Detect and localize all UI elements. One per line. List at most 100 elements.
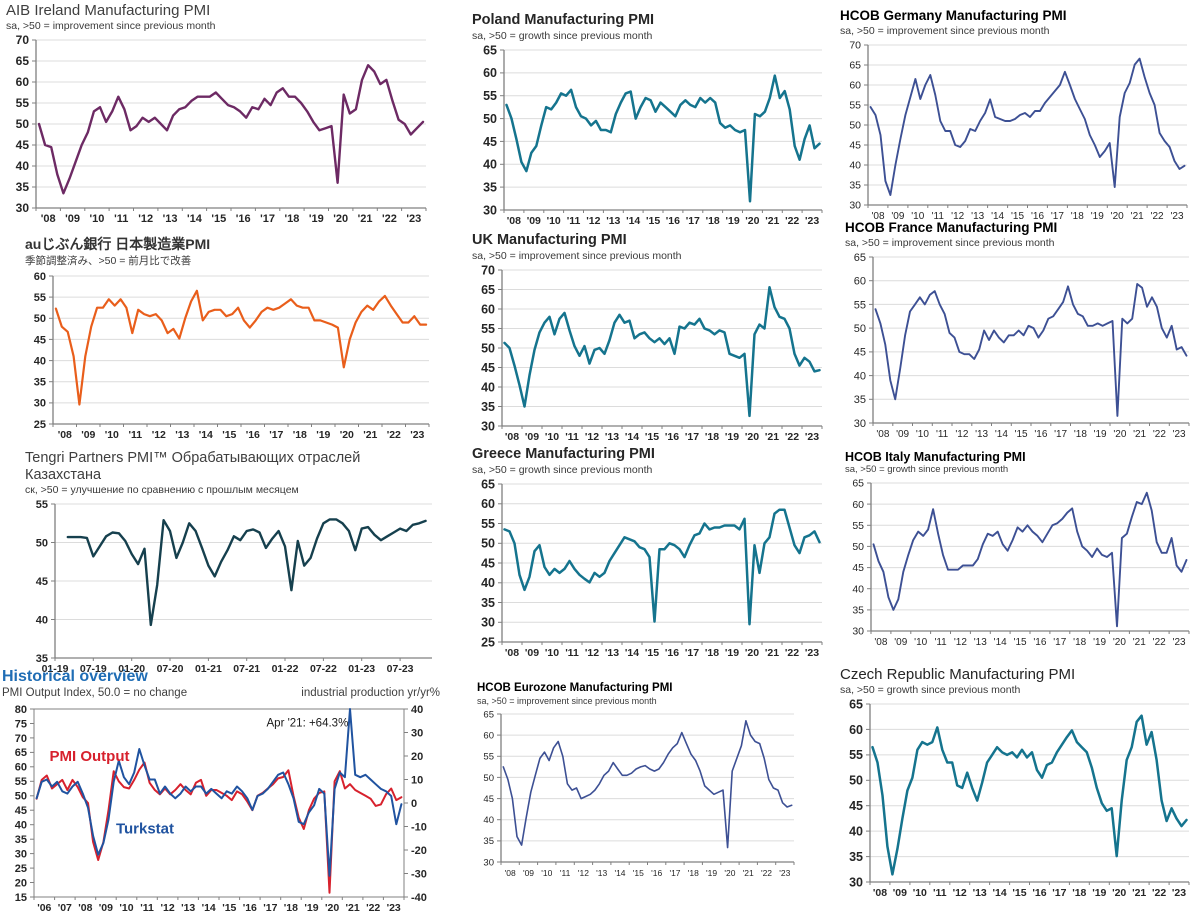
svg-text:40: 40 xyxy=(854,370,866,382)
svg-text:'19: '19 xyxy=(1093,637,1106,648)
svg-text:25: 25 xyxy=(15,863,27,875)
svg-text:'23: '23 xyxy=(406,213,421,225)
svg-text:'17: '17 xyxy=(1054,429,1067,440)
svg-text:60: 60 xyxy=(483,66,497,80)
czech-plot: 30 35 40 45 50 55 60 65 '08 '09 '10 '11 '12 '13 '14 '15… xyxy=(840,698,1197,900)
svg-text:01-20: 01-20 xyxy=(118,663,145,675)
svg-text:45: 45 xyxy=(849,799,863,813)
svg-text:'21: '21 xyxy=(1132,887,1146,899)
greece-plot-svg: 25 30 35 40 45 50 55 60 65 '08 '09 '10 '11 '12 '13 '14 '… xyxy=(481,478,823,659)
svg-text:30: 30 xyxy=(411,728,423,740)
svg-text:'13: '13 xyxy=(971,211,984,222)
svg-text:'11: '11 xyxy=(936,429,949,440)
chart-poland: Poland Manufacturing PMI sa, >50 = growt… xyxy=(472,12,830,228)
chart-title-japan: auじぶん銀行 日本製造業PMI xyxy=(25,236,211,252)
svg-text:'08: '08 xyxy=(41,213,56,225)
svg-text:45: 45 xyxy=(481,556,495,570)
svg-text:'13: '13 xyxy=(606,215,620,227)
svg-text:35: 35 xyxy=(481,596,495,610)
svg-text:'21: '21 xyxy=(363,429,377,441)
svg-text:'13: '13 xyxy=(596,868,607,878)
svg-text:60: 60 xyxy=(481,302,495,316)
france-plot: 30 35 40 45 50 55 60 65 '08 '09 '10 '11 '12 '13 '14 '15… xyxy=(845,251,1197,441)
svg-text:'15: '15 xyxy=(1011,211,1024,222)
svg-text:PMI Output: PMI Output xyxy=(50,748,130,765)
svg-text:07-22: 07-22 xyxy=(310,663,337,675)
svg-text:'11: '11 xyxy=(560,868,571,878)
svg-text:55: 55 xyxy=(483,752,494,763)
svg-text:30: 30 xyxy=(34,398,46,410)
svg-text:'09: '09 xyxy=(99,902,113,914)
svg-text:'15: '15 xyxy=(633,868,644,878)
svg-text:70: 70 xyxy=(481,264,495,277)
svg-text:'22: '22 xyxy=(761,868,772,878)
svg-text:65: 65 xyxy=(854,251,866,263)
svg-text:'16: '16 xyxy=(243,902,257,914)
svg-text:'07: '07 xyxy=(58,902,72,914)
svg-text:'23: '23 xyxy=(805,431,819,443)
svg-text:'22: '22 xyxy=(785,647,799,659)
svg-text:60: 60 xyxy=(483,731,494,742)
svg-text:'18: '18 xyxy=(1072,887,1086,899)
svg-text:30: 30 xyxy=(483,203,497,217)
svg-text:'16: '16 xyxy=(1031,211,1044,222)
svg-text:'12: '12 xyxy=(954,637,967,648)
svg-text:0: 0 xyxy=(411,798,417,810)
svg-text:'21: '21 xyxy=(1133,637,1146,648)
svg-text:'15: '15 xyxy=(1012,887,1026,899)
svg-text:'08: '08 xyxy=(78,902,92,914)
svg-text:55: 55 xyxy=(36,499,48,511)
svg-text:01-23: 01-23 xyxy=(348,663,375,675)
svg-text:55: 55 xyxy=(849,99,861,111)
svg-text:45: 45 xyxy=(481,361,495,375)
japan-plot-svg: 25 30 35 40 45 50 55 60 '08 '09 '10 '11 '12 '13 '14 '15… xyxy=(34,271,430,441)
svg-text:65: 65 xyxy=(481,283,495,297)
chart-title-ireland: AIB Ireland Manufacturing PMI xyxy=(6,2,211,19)
svg-text:70: 70 xyxy=(15,733,27,745)
svg-text:55: 55 xyxy=(34,292,46,304)
svg-text:'09: '09 xyxy=(894,637,907,648)
svg-text:'11: '11 xyxy=(932,211,945,222)
svg-text:'15: '15 xyxy=(645,431,659,443)
svg-text:60: 60 xyxy=(849,723,863,737)
chart-subtitle-ireland: sa, >50 = improvement since previous mon… xyxy=(6,20,216,33)
svg-text:'14: '14 xyxy=(995,429,1008,440)
svg-text:40: 40 xyxy=(481,380,495,394)
svg-text:25: 25 xyxy=(481,635,495,649)
svg-text:'20: '20 xyxy=(1113,637,1126,648)
svg-text:40: 40 xyxy=(849,825,863,839)
svg-text:55: 55 xyxy=(852,520,864,532)
svg-text:'16: '16 xyxy=(651,868,662,878)
svg-text:'17: '17 xyxy=(1052,887,1066,899)
svg-text:'20: '20 xyxy=(745,647,759,659)
svg-text:65: 65 xyxy=(849,59,861,71)
svg-text:'19: '19 xyxy=(726,215,740,227)
svg-text:60: 60 xyxy=(16,75,30,89)
svg-text:'08: '08 xyxy=(505,868,516,878)
svg-text:'14: '14 xyxy=(202,902,216,914)
svg-text:'15: '15 xyxy=(1014,637,1027,648)
svg-text:Turkstat: Turkstat xyxy=(116,821,174,838)
svg-text:'11: '11 xyxy=(565,431,579,443)
svg-text:50: 50 xyxy=(16,117,30,131)
kazakhstan-plot-svg: 35 40 45 50 55 01-19 07-19 01-20 07-20 01-21 07-21… xyxy=(36,499,432,675)
svg-text:45: 45 xyxy=(852,563,864,575)
chart-kazakhstan: Tengri Partners PMI™ Обрабатывающих отра… xyxy=(25,450,440,676)
svg-text:'09: '09 xyxy=(81,429,95,441)
svg-text:'18: '18 xyxy=(1071,211,1084,222)
svg-text:'10: '10 xyxy=(545,647,559,659)
svg-text:35: 35 xyxy=(852,605,864,617)
svg-text:50: 50 xyxy=(854,323,866,335)
svg-text:55: 55 xyxy=(483,89,497,103)
chart-turkey-historical-overview: Historical overview PMI Output Index, 50… xyxy=(2,668,440,915)
svg-text:'20: '20 xyxy=(745,431,759,443)
svg-text:35: 35 xyxy=(849,850,863,864)
svg-text:'14: '14 xyxy=(994,637,1007,648)
svg-text:'18: '18 xyxy=(705,431,719,443)
svg-text:35: 35 xyxy=(854,394,866,406)
svg-text:'21: '21 xyxy=(765,215,779,227)
svg-text:'17: '17 xyxy=(1051,211,1064,222)
svg-text:65: 65 xyxy=(16,54,30,68)
svg-text:'18: '18 xyxy=(688,868,699,878)
france-plot-svg: 30 35 40 45 50 55 60 65 '08 '09 '10 '11 '12 '13 '14 '15… xyxy=(854,251,1190,440)
